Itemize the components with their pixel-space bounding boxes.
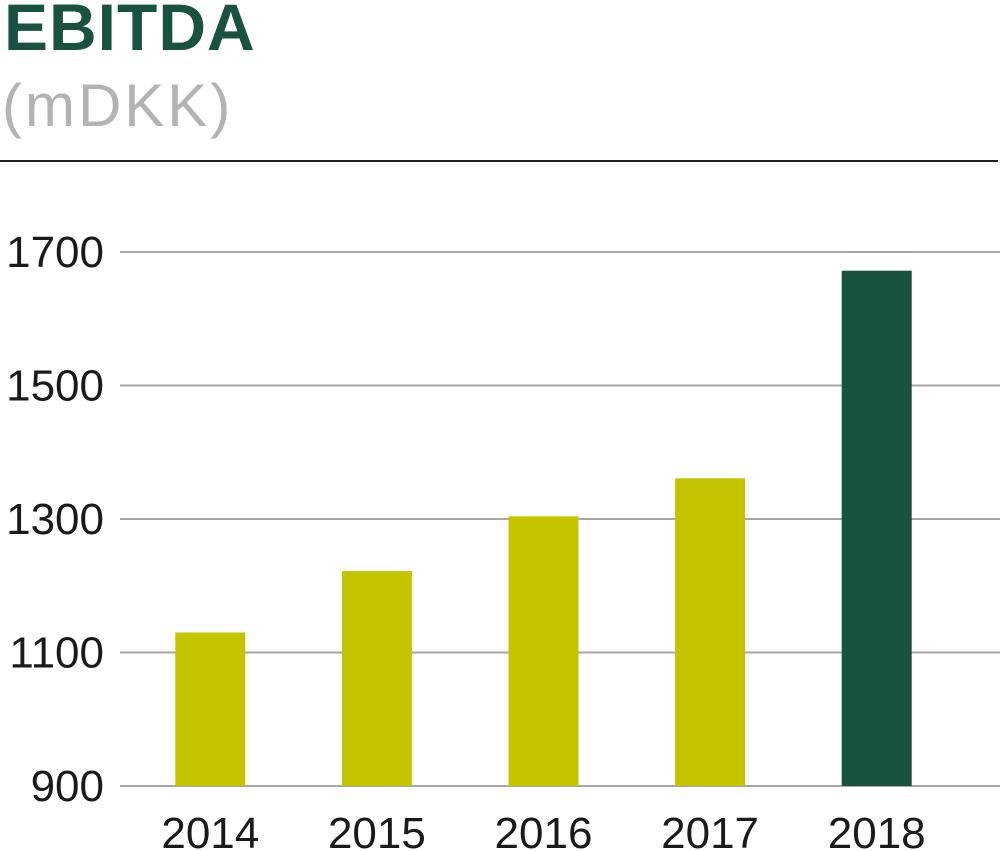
y-tick-label: 1300 [6,495,104,544]
chart-title: EBITDA [4,0,256,64]
header-divider [0,160,998,162]
y-axis-ticks: 900 1100 1300 1500 1700 [6,228,104,811]
x-tick-label: 2017 [661,809,759,851]
bar-2017 [675,478,746,786]
bar-2014 [175,632,246,786]
x-axis-ticks: 2014 2015 2016 2017 2018 [161,809,925,851]
bars [175,270,912,786]
chart-unit-subtitle: (mDKK) [2,72,234,139]
x-tick-label: 2015 [328,809,426,851]
bar-2016 [508,516,579,786]
bar-2015 [341,571,412,786]
x-tick-label: 2014 [161,809,259,851]
y-tick-label: 1500 [6,362,104,411]
y-tick-label: 1700 [6,228,104,277]
x-tick-label: 2018 [828,809,926,851]
y-tick-label: 1100 [9,629,104,678]
x-tick-label: 2016 [495,809,593,851]
bar-2018 [841,270,912,786]
y-tick-label: 900 [31,762,104,811]
